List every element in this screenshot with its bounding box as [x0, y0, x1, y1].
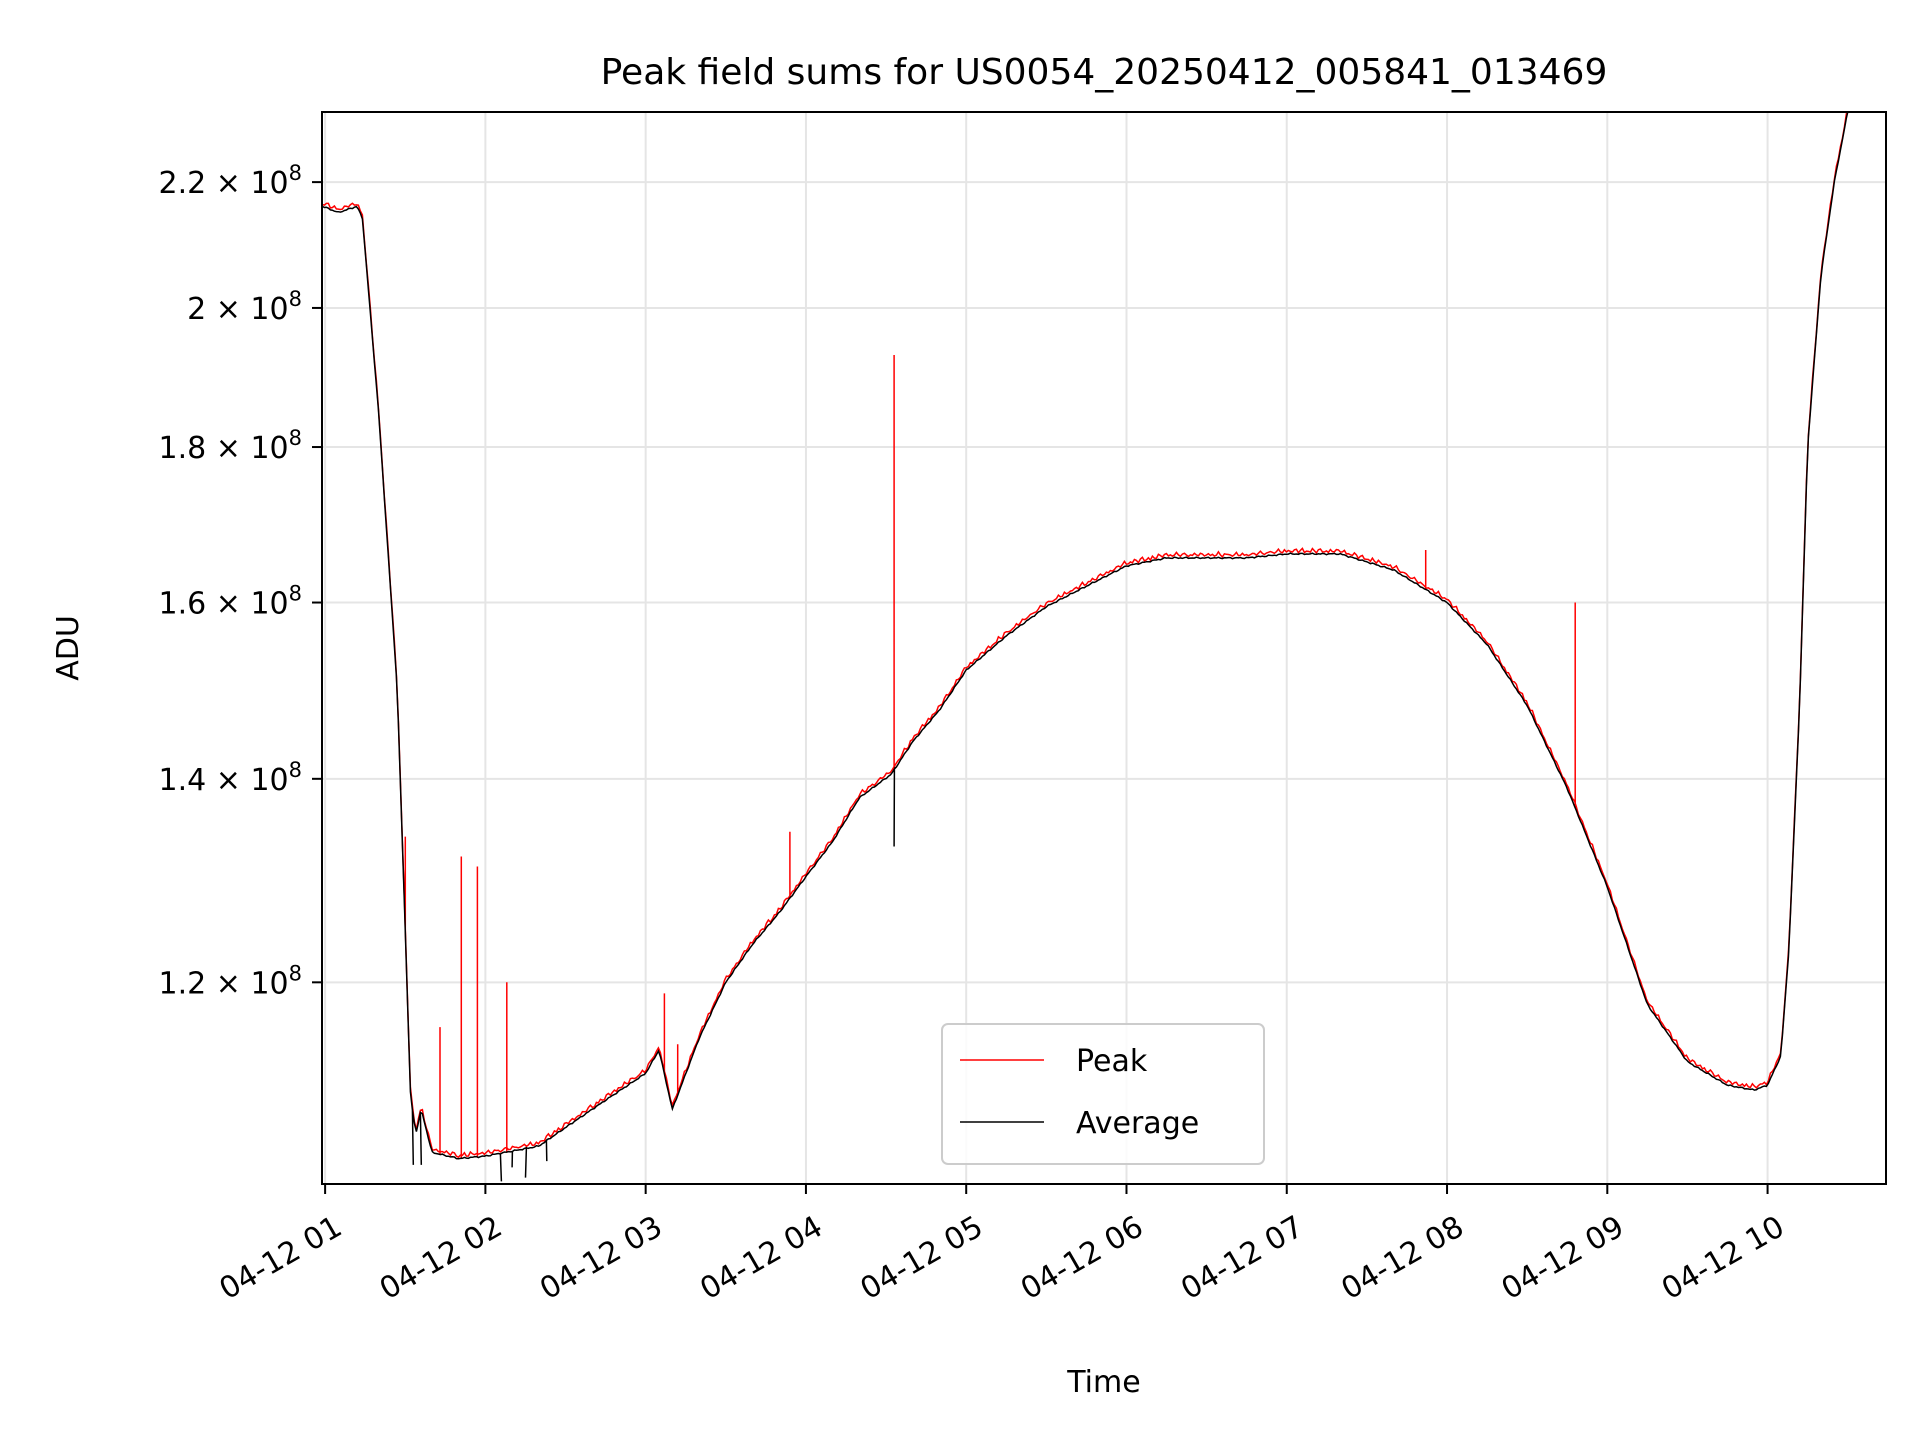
average-series-line: [322, 112, 1849, 1182]
y-tick-label: 1.8 × 108: [159, 426, 302, 466]
legend-label-peak: Peak: [1076, 1044, 1148, 1079]
legend: Peak Average: [941, 1023, 1265, 1165]
y-tick-label: 1.2 × 108: [159, 961, 302, 1001]
peak-series-line: [322, 112, 1848, 1159]
y-axis-label: ADU: [51, 615, 86, 681]
y-tick-label: 1.4 × 108: [159, 758, 302, 798]
y-tick-label: 2.2 × 108: [159, 161, 302, 201]
grid-lines: [322, 112, 1886, 1184]
legend-label-average: Average: [1076, 1106, 1199, 1141]
y-tick-label: 1.6 × 108: [159, 582, 302, 622]
series-layer: [322, 112, 1849, 1182]
axes-frame: [321, 111, 1887, 1185]
y-axis-ticks: 1.2 × 108 1.4 × 108 1.6 × 108 1.8 × 108 2 × …: [159, 161, 322, 1001]
y-tick-label: 2 × 108: [187, 287, 302, 327]
legend-box: [941, 1023, 1265, 1165]
x-axis-label: Time: [1066, 1365, 1140, 1400]
chart-title: Peak field sums for US0054_20250412_0058…: [601, 52, 1608, 93]
